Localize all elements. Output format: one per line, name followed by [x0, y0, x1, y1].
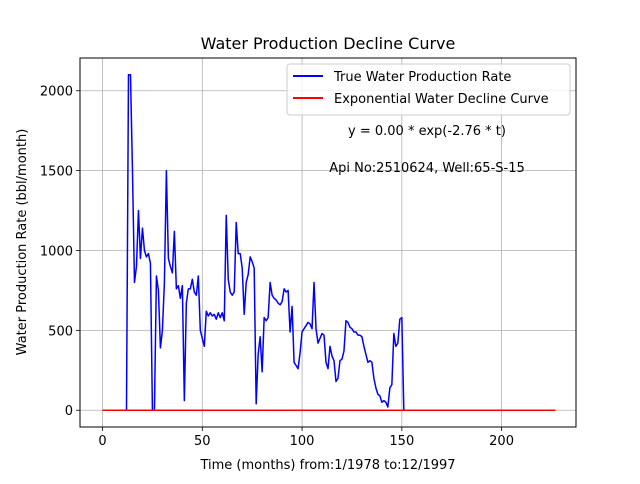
legend: True Water Production Rate Exponential W… — [286, 63, 571, 116]
x-tick-label: 50 — [194, 434, 211, 449]
x-axis-label: Time (months) from:1/1978 to:12/1997 — [199, 458, 455, 473]
legend-label-true-rate: True Water Production Rate — [333, 70, 511, 85]
x-tick-label: 100 — [290, 434, 315, 449]
x-tick-label: 200 — [489, 434, 514, 449]
equation-annotation: y = 0.00 * exp(-2.76 * t) — [348, 124, 506, 139]
x-tick-label: 0 — [98, 434, 106, 449]
chart-title: Water Production Decline Curve — [201, 34, 456, 53]
y-tick-label: 1000 — [40, 244, 73, 259]
y-axis-label: Water Production Rate (bbl/month) — [15, 129, 30, 356]
series-line-true-rate — [102, 74, 556, 411]
legend-label-exponential: Exponential Water Decline Curve — [334, 92, 549, 107]
y-tick-label: 2000 — [40, 85, 73, 100]
y-tick-label: 500 — [48, 324, 73, 339]
series-layer — [102, 74, 556, 411]
legend-box — [286, 63, 571, 116]
y-tick-label: 0 — [65, 404, 73, 419]
axes-frame — [79, 57, 577, 428]
x-tick-label: 150 — [389, 434, 414, 449]
y-tick-label: 1500 — [40, 165, 73, 180]
well-annotation: Api No:2510624, Well:65-S-15 — [329, 161, 525, 176]
